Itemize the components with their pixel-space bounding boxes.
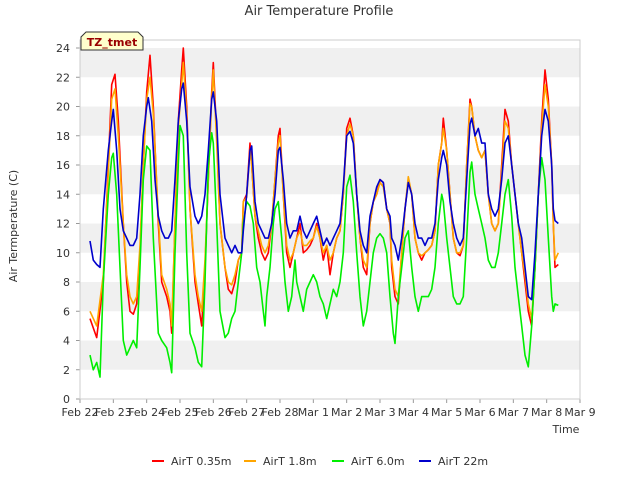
x-tick-label: Mar 4 [398, 406, 429, 419]
series-lines [89, 47, 560, 378]
grid-band [80, 223, 580, 253]
x-tick-label: Mar 7 [498, 406, 529, 419]
x-tick-label: Feb 27 [228, 406, 265, 419]
x-tick-label: Mar 1 [298, 406, 329, 419]
x-tick-label: Mar 5 [431, 406, 462, 419]
badge-box [80, 31, 144, 51]
station-badge: TZ_tmet [80, 31, 144, 51]
y-axis-label: Air Termperature (C) [7, 170, 20, 282]
x-axis-label: Time [552, 423, 580, 436]
legend-label: AirT 0.35m [171, 455, 232, 468]
x-tick-label: Feb 24 [128, 406, 165, 419]
y-tick-label: 16 [56, 159, 70, 172]
grid-band [80, 165, 580, 195]
grid-band [80, 106, 580, 136]
x-tick-label: Mar 8 [531, 406, 562, 419]
y-tick-label: 2 [63, 364, 70, 377]
y-tick-label: 14 [56, 188, 70, 201]
y-tick-label: 20 [56, 101, 70, 114]
x-tick-label: Mar 6 [464, 406, 495, 419]
plot-frame [79, 39, 581, 400]
x-tick-label: Feb 23 [95, 406, 132, 419]
badge-label: TZ_tmet [87, 36, 137, 49]
legend-label: AirT 22m [438, 455, 488, 468]
grid-band [80, 340, 580, 370]
y-tick-label: 4 [63, 335, 70, 348]
y-tick-label: 8 [63, 276, 70, 289]
series-line [89, 82, 559, 301]
chart-title: Air Temperature Profile [245, 4, 394, 19]
legend-label: AirT 6.0m [351, 455, 405, 468]
series-line [89, 124, 559, 378]
legend-label: AirT 1.8m [263, 455, 317, 468]
legend: AirT 0.35m AirT 1.8m AirT 6.0m AirT 22m [152, 455, 488, 468]
x-tick-label: Feb 28 [262, 406, 299, 419]
x-tick-label: Mar 2 [331, 406, 362, 419]
y-tick-label: 6 [63, 305, 70, 318]
x-tick-label: Feb 25 [162, 406, 199, 419]
y-tick-label: 18 [56, 130, 70, 143]
y-tick-label: 10 [56, 247, 70, 260]
y-tick-label: 24 [56, 42, 70, 55]
grid-band [80, 48, 580, 78]
y-tick-label: 0 [63, 393, 70, 406]
x-tick-label: Feb 22 [62, 406, 99, 419]
x-tick-label: Feb 26 [195, 406, 232, 419]
grid-bands [80, 48, 580, 370]
y-tick-label: 22 [56, 71, 70, 84]
x-tick-label: Mar 9 [564, 406, 595, 419]
x-tick-label: Mar 3 [364, 406, 395, 419]
y-tick-label: 12 [56, 218, 70, 231]
